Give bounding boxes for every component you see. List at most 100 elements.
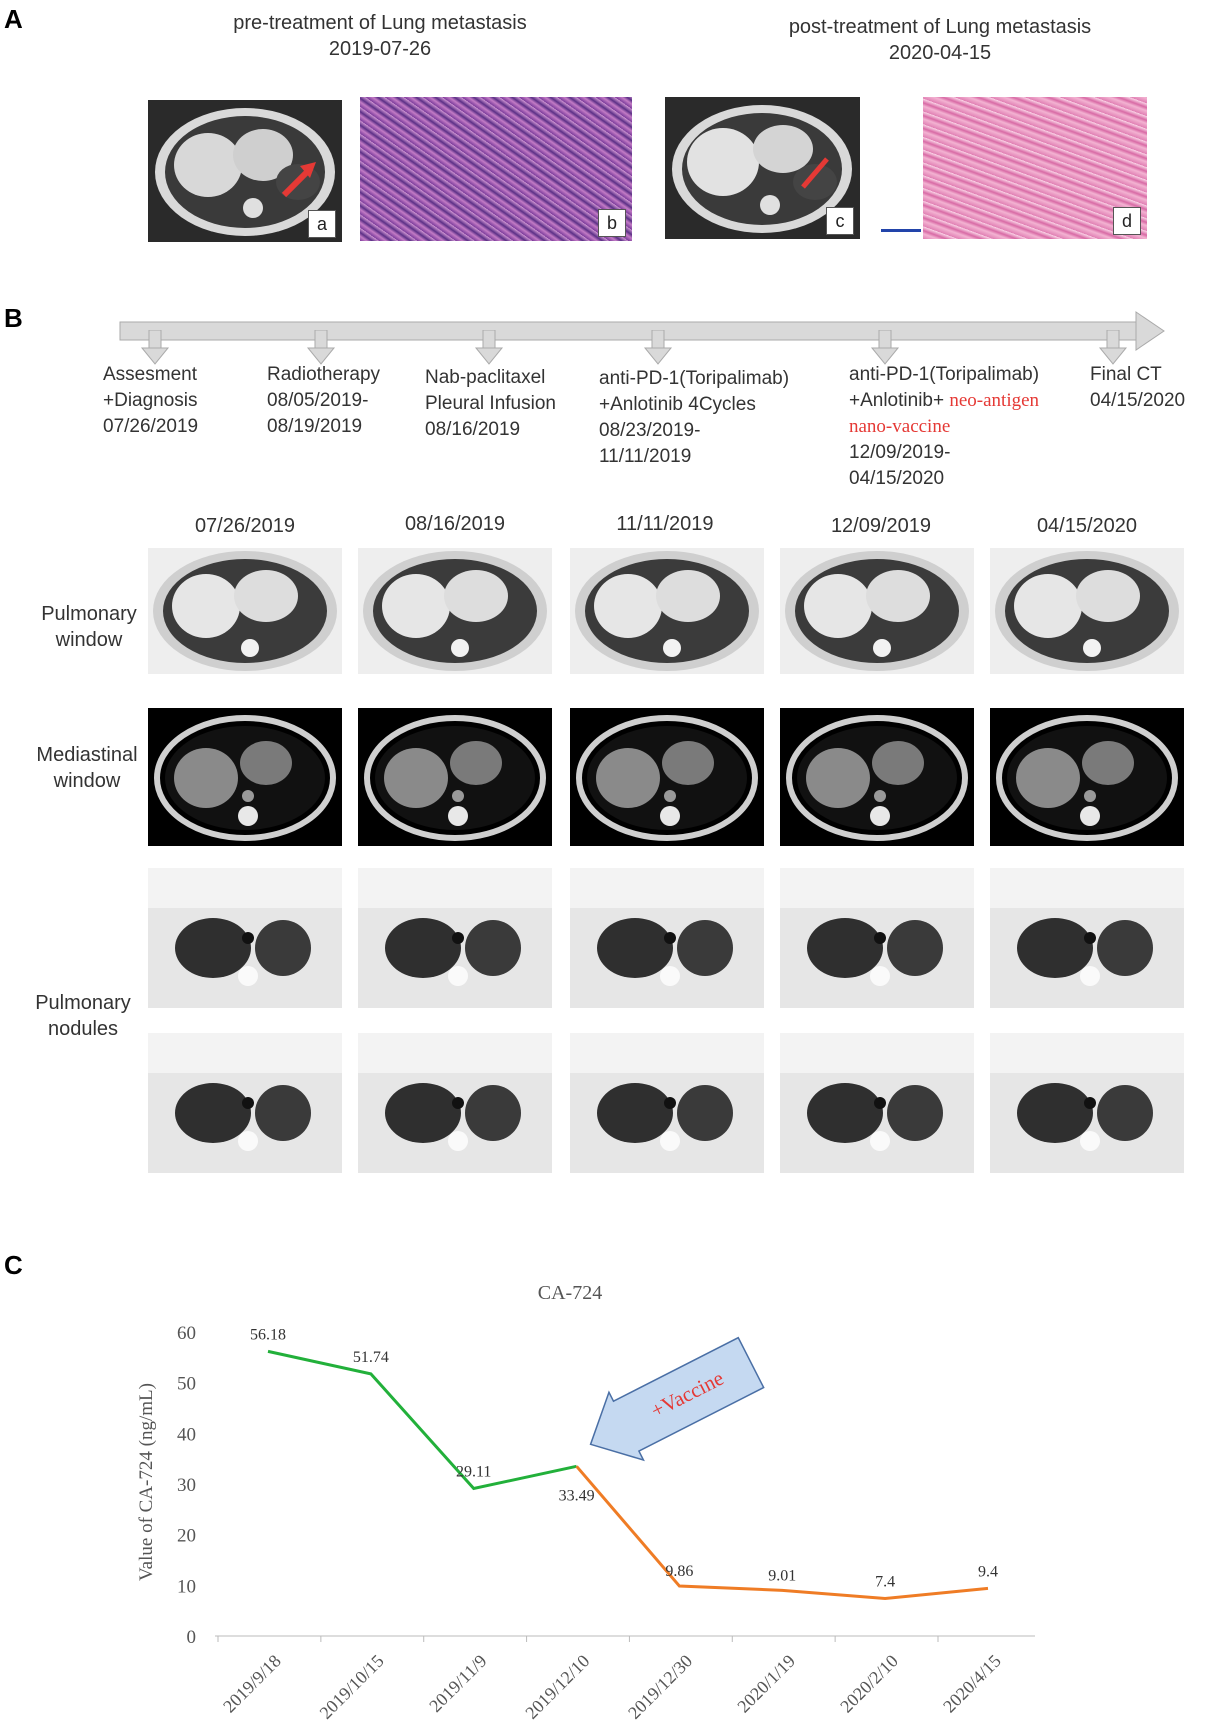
vaccine-annotation: +Vaccine	[589, 1336, 765, 1462]
x-tick-label: 2019/12/30	[624, 1651, 696, 1723]
row-label-line: window	[53, 770, 121, 792]
pre-treatment-caption: pre-treatment of Lung metastasis 2019-07…	[170, 10, 590, 62]
pulmonary-window-ct	[570, 548, 764, 674]
post-treatment-caption: post-treatment of Lung metastasis 2020-0…	[730, 14, 1150, 66]
pulmonary-nodules-ct	[570, 868, 764, 1008]
timeline-label-6: Final CT 04/15/2020	[1090, 362, 1185, 414]
data-value-label: 7.4	[875, 1574, 895, 1591]
sublabel-a: a	[308, 210, 336, 238]
date-header-4: 12/09/2019	[830, 515, 932, 537]
timeline-5-line: anti-PD-1(Toripalimab)	[849, 364, 1040, 385]
timeline-marker-5	[870, 330, 900, 365]
timeline-1-line: Assesment	[103, 364, 197, 385]
row-label-line: nodules	[47, 1018, 119, 1040]
pulmonary-nodules-ct	[148, 1033, 342, 1173]
x-tick-label: 2020/1/19	[733, 1651, 799, 1717]
data-value-label: 29.11	[456, 1464, 491, 1481]
histology-image-b: b	[360, 97, 632, 241]
x-tick-label: 2020/2/10	[836, 1651, 902, 1717]
pulmonary-window-ct	[990, 548, 1184, 674]
timeline-label-2: Radiotherapy 08/05/2019- 08/19/2019	[267, 362, 380, 440]
y-tick-label: 50	[177, 1374, 196, 1395]
panel-b-letter: B	[4, 303, 23, 333]
timeline-1-line: 07/26/2019	[103, 416, 199, 437]
y-tick-label: 60	[177, 1323, 196, 1344]
neo-antigen-label: neo-antigen	[949, 390, 1040, 411]
pulmonary-window-ct	[780, 548, 974, 674]
pre-treatment-date: 2019-07-26	[328, 38, 432, 60]
sublabel-b: b	[598, 209, 626, 237]
date-header-3: 11/11/2019	[616, 513, 714, 535]
x-tick-label: 2020/4/15	[939, 1651, 1005, 1717]
data-value-label: 9.86	[665, 1563, 693, 1580]
timeline-5-line2-a: +Anlotinib+	[849, 390, 950, 411]
timeline-4-line: 11/11/2019	[599, 446, 692, 467]
series-line	[267, 1349, 577, 1491]
timeline-marker-4	[643, 330, 673, 365]
y-tick-label: 10	[177, 1576, 196, 1597]
row-label-line: Pulmonary	[41, 603, 137, 625]
chart-title: CA-724	[538, 1282, 602, 1304]
row-label-mediastinal-window: Mediastinal window	[22, 742, 152, 794]
pulmonary-nodules-ct	[570, 1033, 764, 1173]
data-value-label: 9.4	[978, 1563, 998, 1580]
timeline-2-line: 08/05/2019-	[267, 390, 369, 411]
row-label-line: window	[55, 629, 123, 651]
nano-vaccine-label: nano-vaccine	[849, 416, 951, 437]
series-lines	[267, 1349, 989, 1601]
vaccine-arrow	[589, 1336, 765, 1462]
timeline-4-line: anti-PD-1(Toripalimab)	[599, 368, 790, 389]
timeline-5-line2: +Anlotinib+ neo-antigen	[849, 388, 1039, 414]
pulmonary-nodules-ct	[358, 1033, 552, 1173]
timeline-marker-1	[140, 330, 170, 365]
y-tick-label: 40	[177, 1424, 196, 1445]
series-line	[575, 1465, 989, 1601]
timeline-3-line: Pleural Infusion	[425, 393, 556, 414]
ct-image-a: a	[148, 100, 342, 242]
x-tick-label: 2019/10/15	[316, 1651, 388, 1723]
y-axis-ticks: 0 10 20 30 40 50 60	[177, 1323, 196, 1648]
post-treatment-date: 2020-04-15	[888, 42, 992, 64]
timeline-2-line: Radiotherapy	[267, 364, 381, 385]
timeline-3-line: Nab-paclitaxel	[425, 367, 546, 388]
x-axis-ticks: 2019/9/18 2019/10/15 2019/11/9 2019/12/10 20…	[217, 1636, 1005, 1723]
timeline-marker-6	[1098, 330, 1128, 365]
ca724-line-chart: CA-724 Value of CA-724 (ng/mL) 0 10 20 30 40…	[136, 1282, 1035, 1723]
timeline-label-5: anti-PD-1(Toripalimab) +Anlotinib+ neo-a…	[849, 362, 1039, 492]
data-value-label: 56.18	[250, 1326, 286, 1343]
pulmonary-window-ct	[148, 548, 342, 674]
pulmonary-nodules-ct	[780, 868, 974, 1008]
x-tick-label: 2019/9/18	[219, 1651, 285, 1717]
pulmonary-nodules-ct	[780, 1033, 974, 1173]
timeline-label-4: anti-PD-1(Toripalimab) +Anlotinib 4Cycle…	[599, 366, 789, 470]
pulmonary-nodules-ct	[148, 868, 342, 1008]
timeline-marker-3	[474, 330, 504, 365]
panel-a-letter: A	[4, 4, 23, 34]
timeline-3-line: 08/16/2019	[425, 419, 521, 440]
y-tick-label: 30	[177, 1475, 196, 1496]
mediastinal-window-ct	[358, 708, 552, 846]
timeline-4-line: +Anlotinib 4Cycles	[599, 394, 756, 415]
pre-treatment-title: pre-treatment of Lung metastasis	[233, 12, 527, 34]
timeline-label-3: Nab-paclitaxel Pleural Infusion 08/16/20…	[425, 365, 556, 443]
timeline-1-line: +Diagnosis	[103, 390, 198, 411]
y-tick-label: 0	[187, 1627, 197, 1648]
pulmonary-nodules-ct	[990, 1033, 1184, 1173]
data-value-label: 9.01	[768, 1567, 796, 1584]
mediastinal-window-ct	[990, 708, 1184, 846]
date-header-5: 04/15/2020	[1036, 515, 1138, 537]
row-label-pulmonary-window: Pulmonary window	[24, 601, 154, 653]
timeline-5-line: 12/09/2019-	[849, 442, 951, 463]
row-label-line: Mediastinal	[36, 744, 138, 766]
panel-c-letter: C	[4, 1250, 23, 1280]
mediastinal-window-ct	[148, 708, 342, 846]
date-header-1: 07/26/2019	[194, 515, 296, 537]
timeline-6-line: 04/15/2020	[1090, 390, 1186, 411]
date-header-2: 08/16/2019	[404, 513, 506, 535]
data-value-label: 33.49	[559, 1487, 595, 1504]
timeline-6-line: Final CT	[1090, 364, 1162, 385]
mediastinal-window-ct	[570, 708, 764, 846]
pulmonary-nodules-ct	[990, 868, 1184, 1008]
histology-image-d: d	[875, 97, 1147, 239]
y-axis-label: Value of CA-724 (ng/mL)	[136, 1383, 157, 1581]
